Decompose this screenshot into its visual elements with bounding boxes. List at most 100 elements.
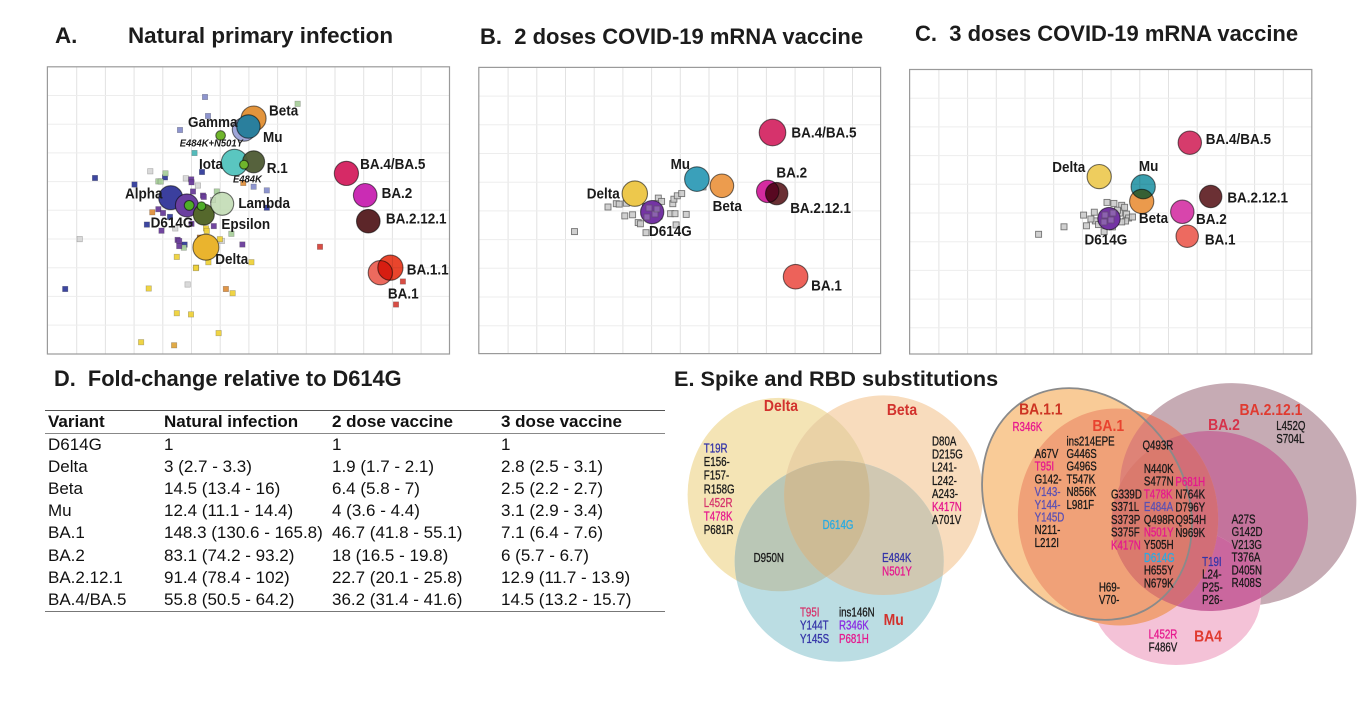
svg-text:T95I: T95I (800, 606, 819, 619)
svg-text:E484A: E484A (1144, 501, 1174, 514)
svg-text:P26-: P26- (1202, 594, 1223, 607)
svg-text:T478K: T478K (1144, 488, 1173, 501)
svg-text:P25-: P25- (1202, 581, 1223, 594)
svg-text:S704L: S704L (1276, 433, 1304, 446)
svg-text:L452Q: L452Q (1276, 420, 1305, 433)
svg-text:BA.2.12.1: BA.2.12.1 (1227, 190, 1288, 207)
svg-text:F486V: F486V (1149, 641, 1178, 654)
svg-text:R158G: R158G (704, 483, 735, 496)
svg-text:Y144-: Y144- (1035, 499, 1061, 512)
svg-text:A701V: A701V (932, 514, 962, 527)
svg-text:BA.2: BA.2 (382, 185, 413, 202)
svg-text:D614G: D614G (823, 519, 854, 532)
svg-text:Y144T: Y144T (800, 620, 829, 633)
svg-text:L981F: L981F (1066, 499, 1094, 512)
svg-text:N440K: N440K (1144, 463, 1174, 476)
svg-text:P681H: P681H (839, 633, 869, 646)
svg-text:L452R: L452R (1149, 628, 1178, 641)
svg-text:Q493R: Q493R (1142, 439, 1173, 452)
svg-text:D614G: D614G (649, 223, 692, 240)
svg-text:Y145S: Y145S (800, 633, 829, 646)
svg-text:S375F: S375F (1111, 527, 1140, 540)
svg-text:A243-: A243- (932, 488, 958, 501)
svg-text:Alpha: Alpha (125, 186, 163, 203)
svg-text:Delta: Delta (587, 186, 621, 203)
svg-text:G142-: G142- (1035, 473, 1062, 486)
svg-text:E484K+N501Y: E484K+N501Y (180, 138, 244, 150)
svg-text:BA.4/BA.5: BA.4/BA.5 (360, 156, 425, 173)
svg-text:V213G: V213G (1232, 539, 1262, 552)
svg-text:T19R: T19R (704, 442, 728, 455)
svg-text:D950N: D950N (754, 552, 784, 565)
svg-text:ins214EPE: ins214EPE (1066, 435, 1114, 448)
svg-text:Gamma: Gamma (188, 114, 238, 131)
svg-text:Y145D: Y145D (1035, 511, 1065, 524)
svg-text:D215G: D215G (932, 449, 963, 462)
svg-text:BA.2.12.1: BA.2.12.1 (790, 200, 851, 217)
svg-text:R408S: R408S (1232, 577, 1262, 590)
svg-text:BA4: BA4 (1194, 629, 1223, 646)
svg-text:T19I: T19I (1202, 556, 1221, 569)
svg-text:N501Y: N501Y (882, 565, 912, 578)
svg-text:Y505H: Y505H (1144, 539, 1174, 552)
svg-text:BA.1: BA.1 (388, 286, 419, 303)
svg-text:BA.4/BA.5: BA.4/BA.5 (1206, 131, 1271, 148)
svg-text:A27S: A27S (1232, 513, 1256, 526)
svg-text:T547K: T547K (1066, 473, 1095, 486)
svg-text:Q954H: Q954H (1175, 514, 1206, 527)
svg-text:E156-: E156- (704, 456, 730, 469)
svg-text:N764K: N764K (1175, 489, 1205, 502)
svg-text:BA.2.12.1: BA.2.12.1 (1240, 402, 1303, 419)
svg-text:Lambda: Lambda (238, 195, 291, 212)
svg-text:BA.1: BA.1 (811, 278, 842, 295)
svg-text:L241-: L241- (932, 462, 957, 475)
svg-text:G446S: G446S (1066, 448, 1096, 461)
svg-text:ins146N: ins146N (839, 606, 875, 619)
svg-text:N501Y: N501Y (1144, 526, 1174, 539)
svg-text:Delta: Delta (215, 251, 249, 268)
svg-text:L242-: L242- (932, 475, 957, 488)
svg-text:Mu: Mu (671, 156, 690, 173)
svg-text:T376A: T376A (1232, 552, 1261, 565)
svg-text:Mu: Mu (1139, 158, 1158, 175)
svg-text:R346K: R346K (1013, 421, 1043, 434)
svg-text:E484K: E484K (882, 552, 912, 565)
svg-text:N211-: N211- (1035, 524, 1061, 537)
svg-text:BA.2: BA.2 (1208, 417, 1240, 434)
svg-text:L24-: L24- (1202, 569, 1222, 582)
svg-text:D796Y: D796Y (1175, 501, 1205, 514)
svg-text:S371L: S371L (1111, 501, 1139, 514)
svg-text:D614G: D614G (151, 215, 194, 232)
svg-text:T95I: T95I (1035, 461, 1054, 474)
svg-text:Delta: Delta (1052, 159, 1086, 176)
svg-text:H655Y: H655Y (1144, 565, 1174, 578)
svg-text:R346K: R346K (839, 620, 869, 633)
svg-text:E484K: E484K (233, 174, 263, 186)
svg-text:BA.1.1: BA.1.1 (1019, 402, 1062, 419)
svg-text:Beta: Beta (887, 402, 918, 419)
svg-text:P681H: P681H (1175, 476, 1205, 489)
svg-text:S477N: S477N (1144, 476, 1174, 489)
svg-text:Beta: Beta (1139, 210, 1169, 227)
svg-text:Iota: Iota (199, 156, 224, 173)
svg-text:A67V: A67V (1035, 448, 1059, 461)
svg-text:Q498R: Q498R (1144, 514, 1175, 527)
svg-text:L452R: L452R (704, 497, 733, 510)
svg-text:BA.2: BA.2 (1196, 211, 1227, 228)
svg-text:G496S: G496S (1066, 461, 1096, 474)
svg-text:BA.1.1: BA.1.1 (407, 262, 449, 279)
svg-text:Epsilon: Epsilon (221, 217, 270, 234)
svg-text:R.1: R.1 (267, 160, 288, 177)
svg-text:F157-: F157- (704, 470, 730, 483)
svg-text:D80A: D80A (932, 435, 957, 448)
svg-text:K417N: K417N (1111, 539, 1141, 552)
svg-text:Mu: Mu (884, 612, 904, 629)
svg-text:G339D: G339D (1111, 488, 1142, 501)
svg-text:Beta: Beta (269, 103, 299, 120)
svg-text:L212I: L212I (1035, 537, 1059, 550)
svg-text:N856K: N856K (1066, 486, 1096, 499)
svg-text:H69-: H69- (1099, 581, 1120, 594)
svg-text:N969K: N969K (1175, 527, 1205, 540)
svg-text:K417N: K417N (932, 501, 962, 514)
svg-text:BA.1: BA.1 (1092, 418, 1124, 435)
